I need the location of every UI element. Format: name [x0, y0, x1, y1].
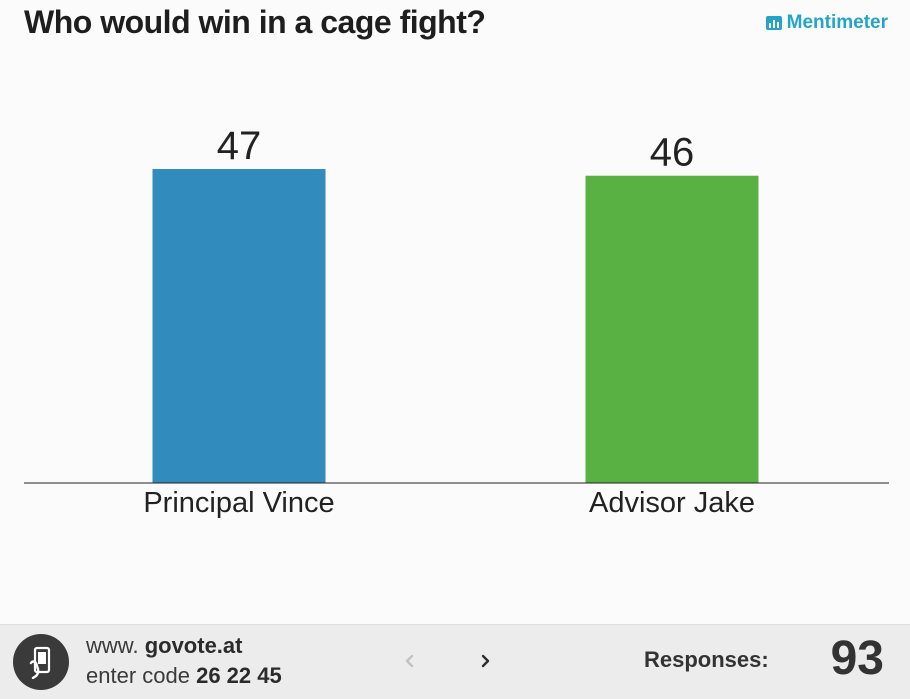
- bar-chart-logo-icon: [765, 16, 782, 30]
- brand-name: Mentimeter: [786, 12, 888, 33]
- chevron-right-icon: [481, 654, 490, 668]
- vote-code-line: enter code 26 22 45: [86, 663, 282, 688]
- results-bar-chart: 47 Principal Vince 46 Advisor Jake: [24, 124, 889, 519]
- page-title: Who would win in a cage fight?: [24, 4, 486, 40]
- bar-value-label-1: 47: [217, 124, 262, 168]
- vote-instructions: www. govote.at enter code 26 22 45: [86, 631, 282, 691]
- responses-label: Responses:: [644, 647, 769, 672]
- phone-vote-icon: [13, 634, 69, 690]
- category-label-2: Advisor Jake: [589, 487, 755, 519]
- vote-url: www. govote.at: [86, 633, 243, 658]
- category-label-1: Principal Vince: [143, 487, 334, 519]
- bar-2: [585, 175, 759, 483]
- responses-count: 93: [830, 632, 884, 685]
- previous-slide-button[interactable]: [398, 649, 422, 673]
- footer-bar: www. govote.at enter code 26 22 45 Respo…: [0, 624, 910, 699]
- mentimeter-logo: Mentimeter: [765, 12, 888, 34]
- vote-code: 26 22 45: [196, 663, 282, 688]
- vote-domain[interactable]: govote.at: [144, 633, 243, 658]
- bar-1: [152, 169, 326, 484]
- chevron-left-icon: [405, 654, 414, 668]
- bar-value-label-2: 46: [650, 131, 695, 175]
- next-slide-button[interactable]: [473, 649, 497, 673]
